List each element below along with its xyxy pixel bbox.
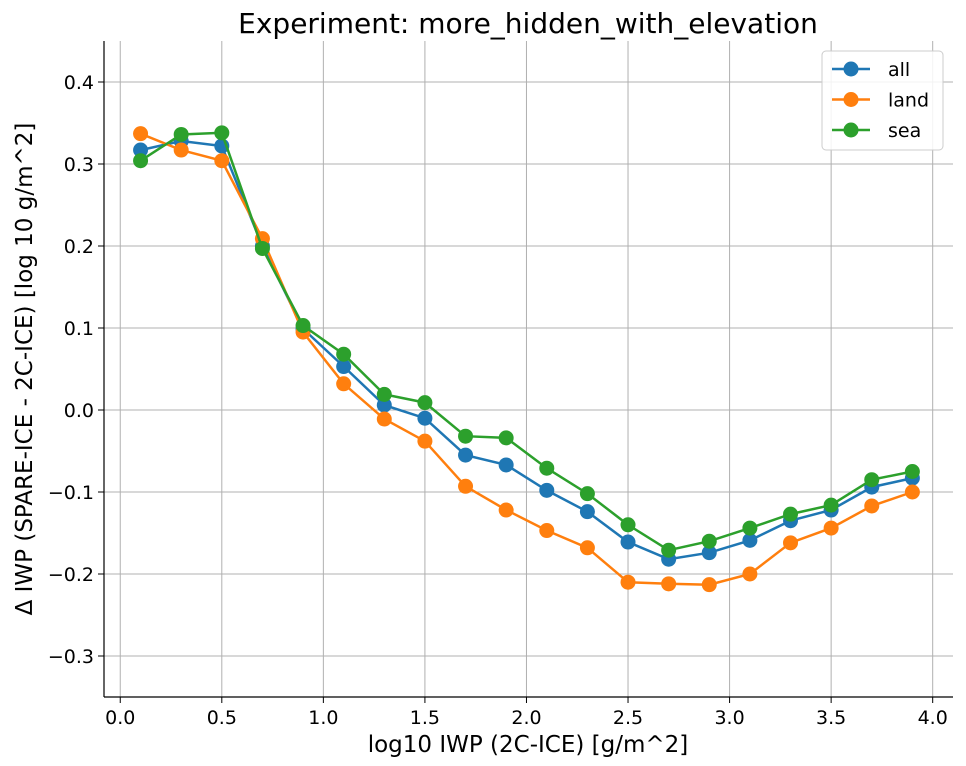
data-point-land bbox=[133, 126, 149, 142]
legend-item-all: all bbox=[832, 59, 910, 81]
data-point-sea bbox=[864, 472, 880, 488]
series-line-land bbox=[140, 132, 913, 586]
legend-item-land: land bbox=[832, 90, 929, 112]
data-point-all bbox=[133, 142, 149, 158]
data-point-land bbox=[823, 520, 839, 536]
data-point-land bbox=[417, 433, 433, 449]
x-tick-label: 3.0 bbox=[714, 707, 744, 729]
data-point-all bbox=[620, 534, 636, 550]
data-point-sea bbox=[783, 506, 799, 522]
x-tick-label: 4.0 bbox=[918, 707, 948, 729]
x-tick-label: 0.5 bbox=[207, 707, 237, 729]
data-point-sea bbox=[295, 318, 311, 334]
data-point-sea bbox=[133, 153, 149, 169]
y-tick-label: −0.3 bbox=[48, 646, 94, 668]
x-tick-label: 2.0 bbox=[511, 707, 541, 729]
data-point-all bbox=[417, 410, 433, 426]
x-tick-label: 1.0 bbox=[308, 707, 338, 729]
data-point-land bbox=[173, 142, 189, 158]
data-point-sea bbox=[539, 460, 555, 476]
data-point-all bbox=[701, 545, 717, 561]
data-point-land bbox=[620, 574, 636, 590]
data-point-sea bbox=[742, 520, 758, 536]
legend-item-sea: sea bbox=[832, 120, 921, 142]
data-point-sea bbox=[458, 428, 474, 444]
data-point-land bbox=[458, 478, 474, 494]
data-point-sea bbox=[376, 386, 392, 402]
y-tick-label: 0.3 bbox=[64, 154, 94, 176]
data-point-land bbox=[904, 484, 920, 500]
data-point-all bbox=[498, 457, 514, 473]
legend-marker bbox=[843, 61, 859, 77]
legend-label: all bbox=[888, 59, 910, 81]
y-tick-label: −0.1 bbox=[48, 482, 94, 504]
data-point-sea bbox=[823, 497, 839, 513]
data-point-sea bbox=[904, 464, 920, 479]
data-point-all bbox=[336, 359, 352, 375]
y-tick-label: 0.0 bbox=[64, 400, 94, 422]
data-point-sea bbox=[579, 486, 595, 502]
x-axis-title: log10 IWP (2C-ICE) [g/m^2] bbox=[368, 732, 689, 758]
y-tick-label: 0.4 bbox=[64, 72, 94, 94]
data-point-land bbox=[336, 376, 352, 392]
data-point-land bbox=[864, 498, 880, 514]
data-point-sea bbox=[336, 346, 352, 362]
grid bbox=[104, 41, 953, 697]
series-sea bbox=[133, 125, 920, 558]
data-point-land bbox=[214, 153, 230, 169]
data-point-all bbox=[579, 504, 595, 520]
data-point-land bbox=[783, 535, 799, 551]
data-point-land bbox=[498, 502, 514, 518]
data-point-all bbox=[742, 532, 758, 548]
legend-marker bbox=[843, 92, 859, 107]
data-point-sea bbox=[173, 126, 189, 142]
data-point-sea bbox=[701, 533, 717, 549]
legend: all land sea bbox=[821, 50, 944, 151]
chart-title: Experiment: more_hidden_with_elevation bbox=[238, 7, 818, 40]
data-point-sea bbox=[254, 240, 270, 256]
data-point-land bbox=[579, 540, 595, 556]
x-tick-label: 3.5 bbox=[816, 707, 846, 729]
y-axis-title: Δ IWP (SPARE-ICE - 2C-ICE) [log 10 g/m^2… bbox=[12, 123, 38, 616]
data-point-sea bbox=[498, 430, 514, 446]
data-point-land bbox=[661, 576, 677, 592]
x-tick-label: 2.5 bbox=[613, 707, 643, 729]
data-point-all bbox=[376, 397, 392, 413]
ticks: 0.0 0.5 1.0 1.5 2.0 2.5 3.0 3.5 4.0 −0.3 −0.2 −0.1 0… bbox=[48, 72, 948, 729]
data-point-land bbox=[742, 566, 758, 582]
data-point-sea bbox=[661, 542, 677, 558]
series bbox=[133, 125, 920, 593]
data-point-land bbox=[376, 411, 392, 427]
x-tick-label: 0.0 bbox=[105, 707, 135, 729]
data-point-all bbox=[539, 482, 555, 498]
data-point-sea bbox=[417, 395, 433, 411]
data-point-sea bbox=[620, 517, 636, 533]
legend-label: sea bbox=[888, 120, 921, 142]
legend-label: land bbox=[888, 90, 929, 112]
data-point-land bbox=[701, 577, 717, 593]
legend-marker bbox=[843, 122, 859, 138]
data-point-land bbox=[539, 523, 555, 539]
data-point-sea bbox=[214, 125, 230, 141]
y-tick-label: 0.1 bbox=[64, 318, 94, 340]
y-tick-label: −0.2 bbox=[48, 564, 94, 586]
data-point-all bbox=[458, 447, 474, 463]
x-tick-label: 1.5 bbox=[410, 707, 440, 729]
axes bbox=[103, 41, 953, 698]
y-tick-label: 0.2 bbox=[64, 236, 94, 258]
